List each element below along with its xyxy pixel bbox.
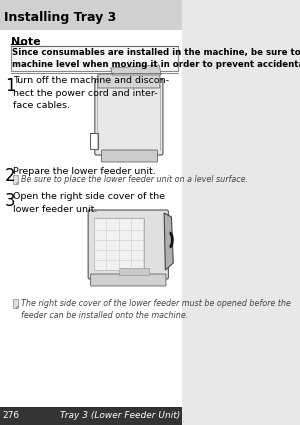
Text: Installing Tray 3: Installing Tray 3 — [4, 11, 116, 23]
Bar — [90, 133, 98, 149]
Bar — [14, 175, 18, 184]
FancyBboxPatch shape — [98, 74, 160, 88]
Text: Prepare the lower feeder unit.: Prepare the lower feeder unit. — [14, 167, 156, 176]
Text: 2: 2 — [5, 167, 16, 185]
Bar — [0, 407, 182, 425]
Text: Note: Note — [11, 37, 40, 47]
Text: 1: 1 — [5, 77, 16, 95]
Polygon shape — [111, 65, 161, 75]
FancyBboxPatch shape — [88, 210, 168, 279]
Text: Turn off the machine and discon-
nect the power cord and inter-
face cables.: Turn off the machine and discon- nect th… — [14, 76, 169, 110]
Text: Tray 3 (Lower Feeder Unit): Tray 3 (Lower Feeder Unit) — [60, 411, 180, 420]
Text: Be sure to place the lower feeder unit on a level surface.: Be sure to place the lower feeder unit o… — [21, 175, 248, 184]
Text: 276: 276 — [2, 411, 20, 420]
Bar — [118, 268, 149, 275]
Bar — [14, 299, 18, 308]
FancyBboxPatch shape — [91, 274, 166, 286]
Bar — [11, 46, 178, 71]
FancyBboxPatch shape — [95, 79, 163, 155]
Bar — [0, 0, 182, 30]
Bar — [94, 218, 144, 270]
Text: The right side cover of the lower feeder must be opened before the
feeder can be: The right side cover of the lower feeder… — [21, 299, 290, 320]
Text: Open the right side cover of the
lower feeder unit.: Open the right side cover of the lower f… — [14, 192, 165, 213]
FancyBboxPatch shape — [101, 150, 158, 162]
Text: 3: 3 — [5, 192, 16, 210]
Polygon shape — [164, 213, 173, 270]
Text: Since consumables are installed in the machine, be sure to keep the
machine leve: Since consumables are installed in the m… — [12, 48, 300, 69]
